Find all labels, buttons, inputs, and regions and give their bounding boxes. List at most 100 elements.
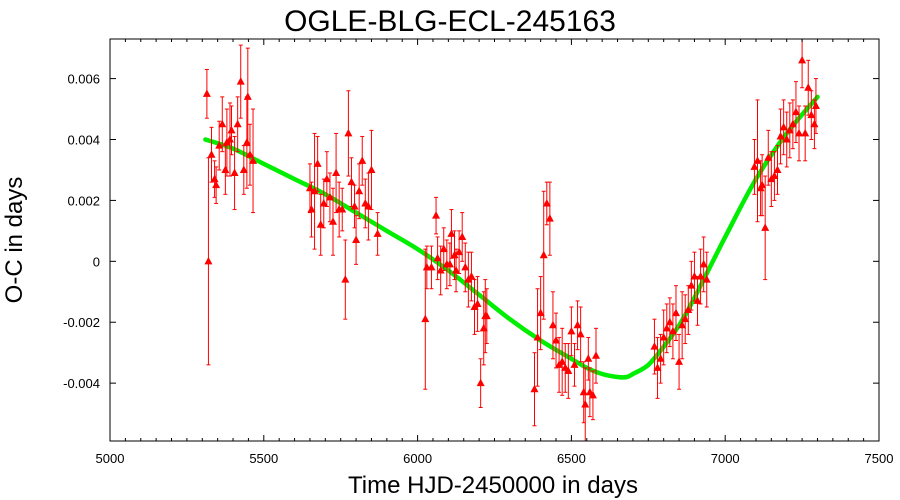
point-marker (329, 217, 338, 225)
point-marker (539, 250, 548, 259)
x-tick-label: 6500 (557, 451, 586, 466)
data-point (536, 276, 545, 351)
x-tick-label: 6000 (403, 451, 432, 466)
data-point (699, 236, 708, 293)
point-marker (567, 326, 576, 335)
point-marker (332, 168, 341, 176)
point-marker (653, 363, 662, 371)
point-marker (678, 320, 687, 329)
point-marker (690, 272, 699, 280)
y-tick-label: -0.004 (63, 376, 100, 391)
data-point (432, 196, 441, 235)
data-point (573, 300, 582, 351)
point-marker (325, 192, 334, 201)
point-marker (650, 342, 659, 350)
point-marker (807, 110, 816, 119)
data-point (650, 318, 659, 375)
data-point (322, 151, 331, 207)
data-point (788, 99, 797, 150)
data-point (227, 105, 236, 156)
data-point (467, 251, 476, 302)
point-marker (770, 171, 779, 180)
point-marker (791, 107, 800, 116)
point-marker (367, 165, 376, 173)
data-point (567, 306, 576, 357)
point-marker (581, 399, 590, 408)
point-marker (439, 244, 448, 253)
point-marker (779, 122, 788, 131)
point-marker (347, 177, 356, 186)
point-marker (776, 131, 785, 140)
data-point (230, 135, 239, 211)
point-marker (795, 128, 804, 137)
point-marker (675, 357, 684, 365)
data-point (807, 90, 816, 140)
data-point (452, 248, 461, 293)
y-tick-label: -0.002 (63, 315, 100, 330)
point-marker (358, 156, 367, 164)
point-marker (702, 275, 711, 283)
data-point (313, 135, 322, 192)
point-marker (319, 198, 328, 207)
point-marker (433, 253, 442, 262)
point-marker (307, 205, 316, 213)
point-marker (364, 202, 373, 210)
data-point (329, 187, 338, 256)
data-point (653, 336, 662, 399)
point-marker (455, 247, 464, 256)
data-point (344, 90, 353, 177)
data-point (584, 336, 593, 381)
point-marker (461, 262, 470, 271)
point-marker (344, 128, 353, 137)
data-point (236, 44, 245, 119)
point-marker (788, 119, 797, 128)
point-marker (341, 275, 350, 283)
y-axis-label: O-C in days (1, 177, 28, 304)
point-marker (482, 311, 491, 320)
point-marker (659, 332, 668, 341)
data-point (552, 312, 561, 369)
fit-curve (203, 94, 820, 380)
x-tick-label: 7500 (865, 451, 894, 466)
data-point (341, 239, 350, 320)
point-marker (699, 259, 708, 268)
data-point (801, 105, 810, 162)
data-point (570, 343, 579, 387)
data-point (785, 102, 794, 159)
point-marker (218, 119, 227, 128)
data-point (675, 333, 684, 390)
point-marker (447, 229, 456, 237)
data-point (662, 303, 671, 354)
data-point (530, 352, 539, 427)
point-marker (373, 229, 382, 237)
data-point (750, 139, 759, 195)
point-marker (207, 150, 216, 158)
data-point (243, 47, 252, 147)
data-point (455, 230, 464, 274)
point-marker (322, 174, 331, 183)
data-point (476, 358, 485, 408)
point-marker (436, 265, 445, 274)
point-marker (576, 329, 585, 338)
point-marker (316, 220, 325, 228)
point-marker (558, 357, 567, 365)
data-point (764, 129, 773, 186)
data-point (307, 181, 316, 238)
point-marker (662, 323, 671, 332)
x-tick-label: 5500 (249, 451, 278, 466)
data-point (249, 108, 258, 214)
data-point (795, 105, 804, 162)
point-marker (687, 281, 696, 289)
fit-curve-layer (203, 94, 820, 380)
x-tick-label: 5000 (96, 451, 125, 466)
point-marker (452, 265, 461, 274)
data-point (545, 181, 554, 256)
data-point (761, 175, 770, 281)
data-point (696, 248, 705, 305)
data-point (770, 151, 779, 201)
data-point (592, 327, 601, 384)
data-point (558, 327, 567, 396)
data-point (753, 99, 762, 223)
point-marker (696, 272, 705, 280)
data-point (325, 172, 334, 223)
